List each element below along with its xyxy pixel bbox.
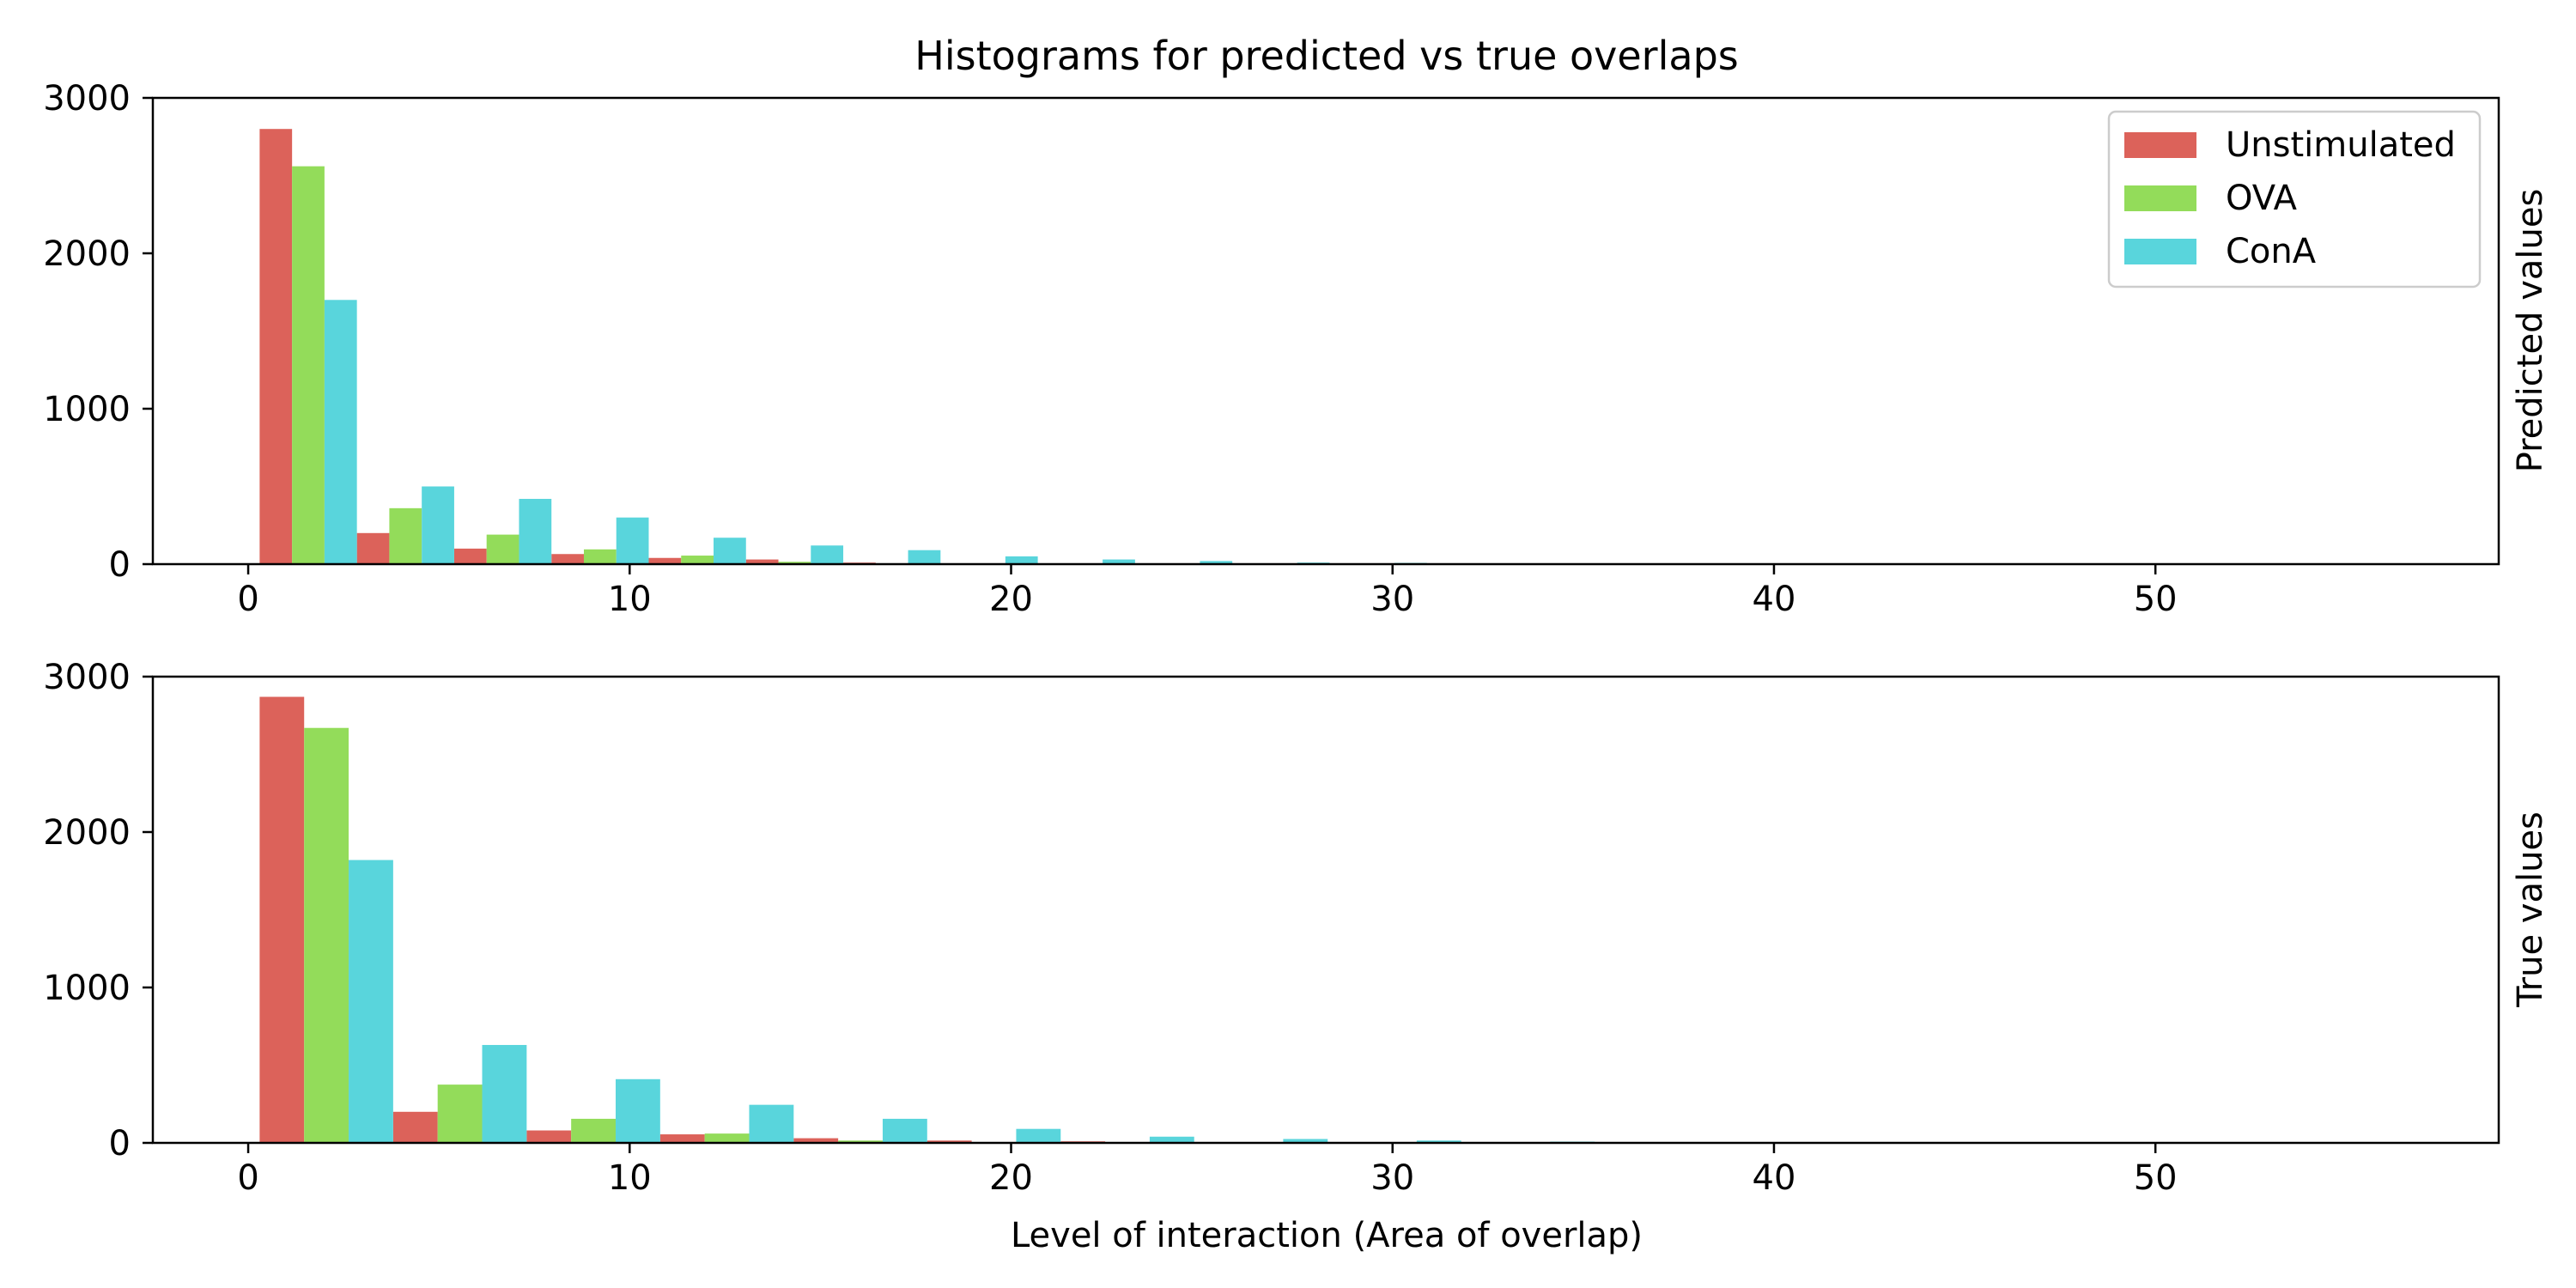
predicted-bar-ova-0 bbox=[292, 166, 325, 564]
predicted-bar-cona-3 bbox=[616, 517, 649, 564]
x-axis-label: Level of interaction (Area of overlap) bbox=[1011, 1216, 1643, 1255]
predicted-x-tick-label: 50 bbox=[2134, 580, 2178, 619]
predicted-x-tick-label: 30 bbox=[1370, 580, 1414, 619]
true-bar-unstimulated-4 bbox=[793, 1138, 839, 1143]
predicted-bar-cona-0 bbox=[324, 300, 357, 564]
predicted-axes-frame bbox=[151, 96, 2500, 566]
legend-label-unstimulated: Unstimulated bbox=[2226, 125, 2456, 165]
predicted-bar-cona-1 bbox=[422, 486, 454, 564]
predicted-x-tick-label: 20 bbox=[989, 580, 1033, 619]
predicted-x-ticks: 0 10 20 30 40 50 bbox=[237, 564, 2178, 619]
chart-title: Histograms for predicted vs true overlap… bbox=[914, 33, 1738, 79]
true-bar-cona-8 bbox=[1416, 1140, 1461, 1143]
true-x-tick-label: 40 bbox=[1753, 1158, 1796, 1198]
true-bar-unstimulated-3 bbox=[659, 1134, 705, 1143]
true-bar-cona-1 bbox=[482, 1044, 527, 1143]
predicted-bar-ova-5 bbox=[778, 562, 811, 564]
legend: Unstimulated OVA ConA bbox=[2107, 110, 2482, 289]
true-y-ticks: 0 1000 2000 3000 bbox=[43, 658, 153, 1163]
true-y-tick-label: 1000 bbox=[43, 969, 131, 1008]
predicted-y-ticks: 0 1000 2000 3000 bbox=[43, 79, 153, 585]
true-bar-ova-4 bbox=[838, 1140, 883, 1143]
predicted-bar-ova-3 bbox=[583, 549, 617, 564]
predicted-bar-cona-8 bbox=[1103, 559, 1135, 564]
true-ylabel: True values bbox=[2511, 811, 2550, 1008]
true-bars bbox=[259, 696, 1595, 1144]
true-bar-cona-7 bbox=[1283, 1139, 1328, 1143]
true-y-tick-label: 0 bbox=[109, 1124, 131, 1163]
predicted-y-tick-label: 1000 bbox=[43, 390, 131, 429]
predicted-y-tick-label: 3000 bbox=[43, 79, 131, 118]
true-y-tick-label: 2000 bbox=[43, 813, 131, 853]
predicted-bar-unstimulated-0 bbox=[259, 129, 293, 564]
true-x-tick-label: 10 bbox=[608, 1158, 652, 1198]
true-x-tick-label: 30 bbox=[1370, 1158, 1414, 1198]
predicted-panel: 0 10 20 30 40 50 0 1000 2000 3000 Predicted valu… bbox=[43, 79, 2550, 619]
legend-label-cona: ConA bbox=[2226, 232, 2317, 271]
true-bar-ova-3 bbox=[704, 1133, 750, 1143]
true-x-tick-label: 20 bbox=[989, 1158, 1033, 1198]
predicted-bar-cona-7 bbox=[1005, 556, 1038, 564]
legend-frame bbox=[2107, 110, 2482, 289]
true-bar-unstimulated-5 bbox=[927, 1140, 972, 1143]
true-bar-cona-4 bbox=[882, 1118, 927, 1143]
true-bar-ova-1 bbox=[437, 1084, 483, 1144]
true-bar-cona-5 bbox=[1016, 1128, 1061, 1143]
predicted-bar-ova-4 bbox=[681, 556, 714, 564]
true-y-tick-label: 3000 bbox=[43, 658, 131, 697]
true-bar-unstimulated-1 bbox=[392, 1111, 438, 1143]
true-x-tick-label: 50 bbox=[2134, 1158, 2178, 1198]
true-bar-cona-0 bbox=[349, 860, 393, 1143]
true-x-tick-label: 0 bbox=[237, 1158, 258, 1198]
true-axes-frame bbox=[151, 675, 2500, 1145]
true-bar-unstimulated-0 bbox=[259, 696, 305, 1143]
legend-swatch-unstimulated bbox=[2124, 132, 2196, 158]
true-bar-cona-6 bbox=[1149, 1136, 1194, 1143]
predicted-bar-unstimulated-1 bbox=[356, 532, 390, 564]
predicted-bar-unstimulated-4 bbox=[648, 557, 682, 564]
true-bar-ova-2 bbox=[571, 1118, 616, 1143]
predicted-bar-unstimulated-3 bbox=[551, 554, 584, 564]
legend-label-ova: OVA bbox=[2226, 179, 2298, 218]
predicted-x-tick-label: 40 bbox=[1753, 580, 1796, 619]
true-panel: 0 10 20 30 40 50 0 1000 2000 3000 True values bbox=[43, 658, 2550, 1198]
predicted-bar-cona-2 bbox=[519, 498, 552, 564]
predicted-bar-unstimulated-2 bbox=[453, 548, 487, 564]
predicted-bar-cona-9 bbox=[1200, 561, 1233, 564]
legend-swatch-ova bbox=[2124, 185, 2196, 211]
predicted-ylabel: Predicted values bbox=[2511, 189, 2550, 473]
predicted-y-tick-label: 0 bbox=[109, 545, 131, 585]
predicted-bar-cona-4 bbox=[714, 538, 746, 564]
predicted-bars bbox=[259, 129, 1427, 564]
predicted-x-tick-label: 10 bbox=[608, 580, 652, 619]
true-bar-unstimulated-2 bbox=[526, 1130, 572, 1143]
predicted-bar-cona-5 bbox=[811, 545, 844, 564]
true-bar-ova-0 bbox=[304, 727, 349, 1143]
predicted-x-tick-label: 0 bbox=[237, 580, 258, 619]
predicted-bar-ova-1 bbox=[389, 507, 422, 564]
true-bar-cona-2 bbox=[616, 1078, 660, 1143]
true-bar-cona-3 bbox=[749, 1104, 794, 1143]
predicted-bar-unstimulated-5 bbox=[745, 559, 779, 564]
true-x-ticks: 0 10 20 30 40 50 bbox=[237, 1143, 2178, 1198]
predicted-bar-ova-2 bbox=[486, 534, 519, 564]
predicted-y-tick-label: 2000 bbox=[43, 234, 131, 274]
predicted-bar-cona-6 bbox=[908, 550, 941, 564]
legend-swatch-cona bbox=[2124, 239, 2196, 264]
